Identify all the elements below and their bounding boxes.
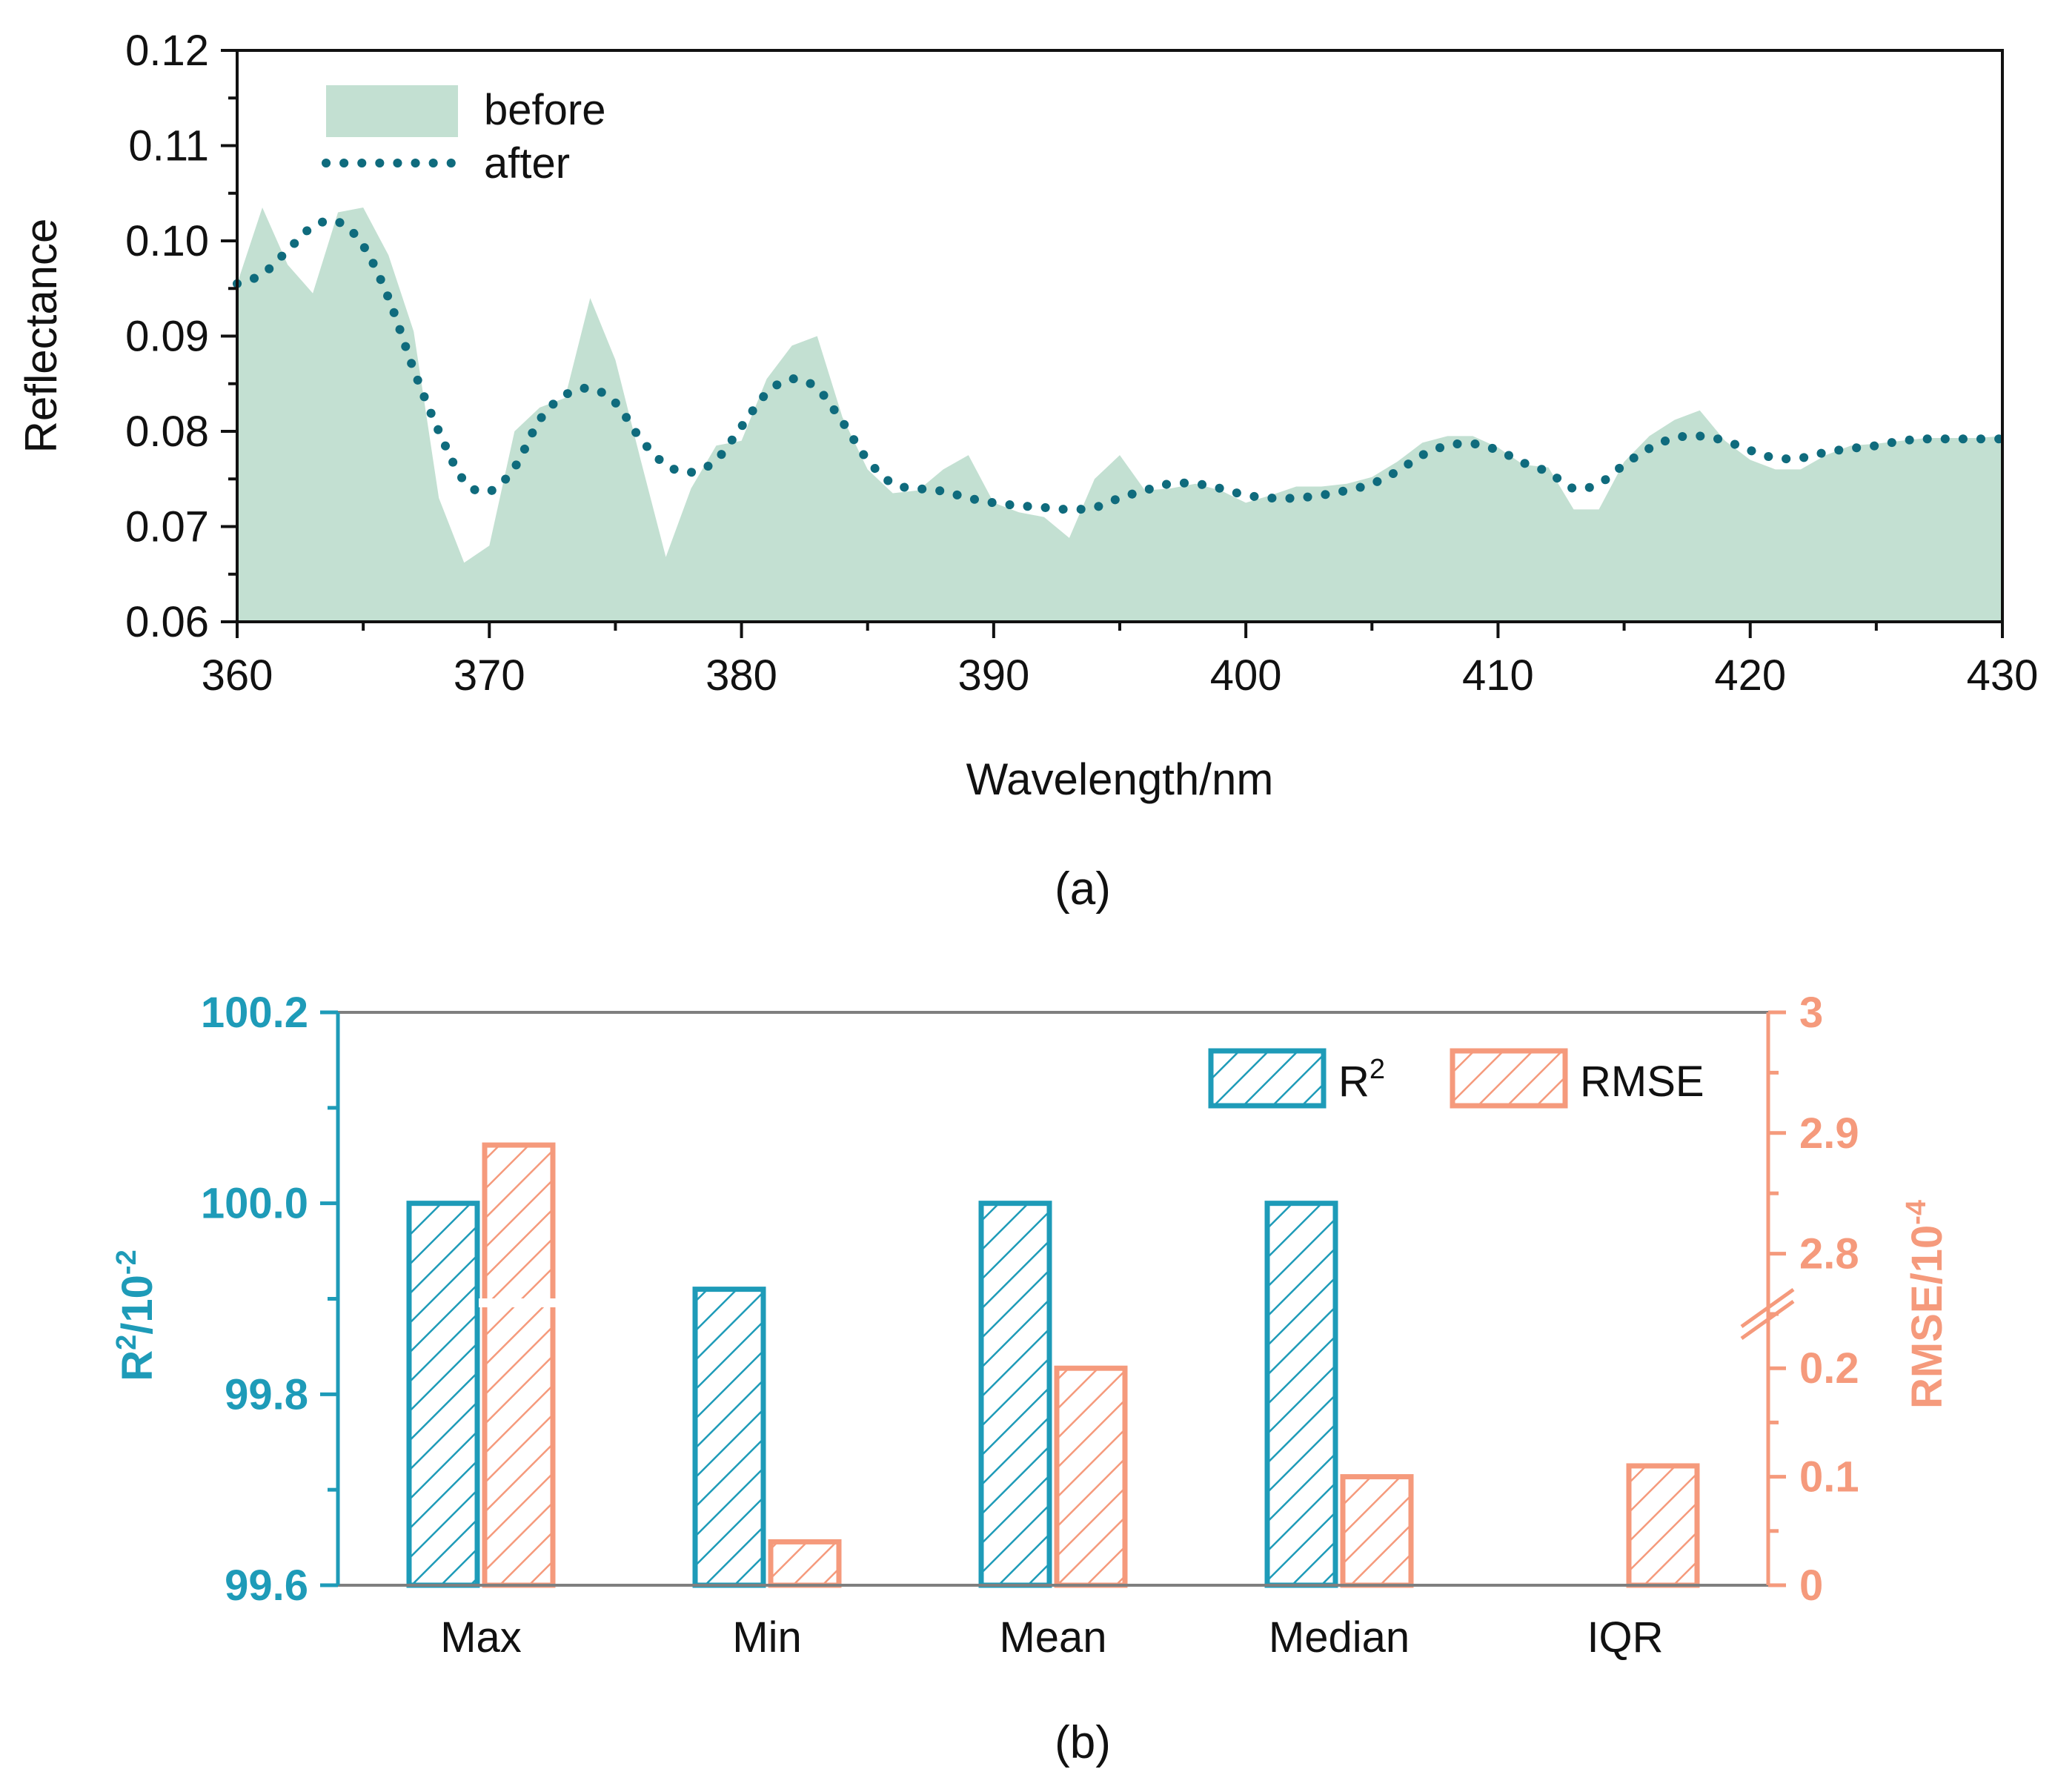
x-tick-label: 410 — [1462, 651, 1534, 700]
left-tick-label: 99.6 — [225, 1562, 308, 1610]
rmse-bar-break-gap — [479, 1298, 559, 1307]
rmse-bar — [482, 1142, 556, 1588]
category-label: Min — [732, 1613, 801, 1662]
category-label: IQR — [1587, 1613, 1663, 1662]
x-tick-label: 380 — [706, 651, 777, 700]
x-tick-label: 430 — [1967, 651, 2039, 700]
category-label: Mean — [999, 1613, 1106, 1662]
rmse-bar — [1054, 1365, 1128, 1588]
right-label-exp: -4 — [1901, 1200, 1932, 1225]
panel-b-caption: (b) — [1055, 1717, 1111, 1768]
left-tick-label: 100.2 — [201, 989, 308, 1037]
panel-a-x-axis-label: Wavelength/nm — [966, 754, 1274, 804]
right-label-base: RMSE/10 — [1903, 1225, 1951, 1409]
panel-a-plot-area — [233, 208, 2007, 622]
panel-a-legend: before after — [322, 85, 605, 188]
left-label-exp: -2 — [111, 1250, 142, 1275]
rmse-bar — [768, 1539, 842, 1588]
after-line — [233, 216, 2007, 514]
rmse-bar — [1626, 1463, 1700, 1588]
category-label: Max — [440, 1613, 522, 1662]
panel-a-line-chart: 360 370 380 390 400 410 420 430 0.06 0.07 0.08 0.09… — [16, 27, 2038, 915]
legend-r2-base: R — [1338, 1058, 1370, 1106]
y-tick-label: 0.10 — [125, 217, 209, 265]
right-axis-break-marks — [1740, 1287, 1795, 1341]
legend-rmse-label: RMSE — [1580, 1058, 1704, 1106]
left-tick-label: 99.8 — [225, 1370, 308, 1418]
left-label-base: R — [113, 1350, 162, 1381]
x-tick-label: 390 — [957, 651, 1029, 700]
legend-before-swatch — [326, 85, 458, 137]
rmse-bar — [1340, 1474, 1414, 1588]
r2-bar — [978, 1201, 1052, 1588]
legend-after-label: after — [484, 139, 570, 188]
y-tick-label: 0.06 — [125, 598, 209, 646]
left-label-rest: /10 — [113, 1275, 162, 1335]
x-tick-label: 360 — [202, 651, 273, 700]
y-tick-label: 0.09 — [125, 313, 209, 361]
right-tick-label: 0.1 — [1799, 1453, 1859, 1501]
r2-bar — [1264, 1201, 1338, 1588]
before-area — [237, 208, 2002, 622]
right-tick-label: 0.2 — [1799, 1344, 1859, 1393]
category-label: Median — [1269, 1613, 1410, 1662]
panel-b-bars — [406, 1142, 1700, 1588]
panel-b-bar-chart: Max Min Mean Median IQR 99.6 99.8 100.0 100.2 0 0.… — [111, 989, 1951, 1768]
y-tick-label: 0.11 — [128, 122, 209, 170]
panel-b-legend: R2 RMSE — [1208, 1048, 1704, 1109]
r2-bar — [406, 1201, 480, 1588]
left-tick-label: 100.0 — [201, 1180, 308, 1228]
panel-a-caption: (a) — [1055, 863, 1111, 915]
y-tick-label: 0.08 — [125, 408, 209, 456]
r2-bar — [692, 1287, 766, 1588]
left-label-sup: 2 — [111, 1335, 142, 1350]
panel-b-left-axis-label: R2/10-2 — [111, 1250, 162, 1381]
legend-rmse-swatch — [1450, 1048, 1568, 1109]
x-tick-label: 420 — [1714, 651, 1786, 700]
x-tick-label: 370 — [454, 651, 525, 700]
legend-r2-sup: 2 — [1370, 1054, 1385, 1085]
panel-a-y-axis-label: Reflectance — [16, 219, 66, 454]
right-tick-label: 2.8 — [1799, 1230, 1859, 1278]
right-tick-label: 3 — [1799, 989, 1823, 1037]
panel-a-ticks: 360 370 380 390 400 410 420 430 0.06 0.07 0.08 0.09… — [125, 27, 2038, 700]
legend-r2-swatch — [1208, 1048, 1327, 1109]
right-tick-label: 2.9 — [1799, 1109, 1859, 1158]
legend-before-label: before — [484, 86, 605, 134]
x-tick-label: 400 — [1210, 651, 1282, 700]
y-tick-label: 0.07 — [125, 503, 209, 551]
panel-b-ticks: Max Min Mean Median IQR 99.6 99.8 100.0 100.2 0 0.… — [201, 989, 1859, 1662]
panel-b-right-axis-label: RMSE/10-4 — [1901, 1200, 1951, 1409]
right-tick-label: 0 — [1799, 1562, 1823, 1610]
y-tick-label: 0.12 — [125, 27, 209, 75]
legend-r2-label: R2 — [1338, 1054, 1385, 1106]
